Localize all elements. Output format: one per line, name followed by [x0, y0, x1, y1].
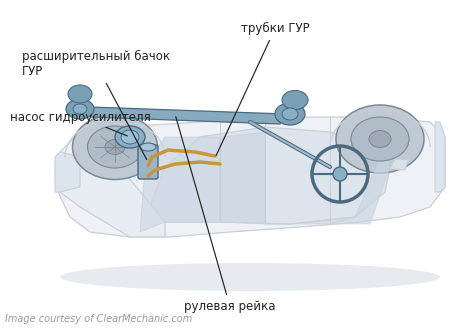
Ellipse shape	[281, 108, 297, 120]
Ellipse shape	[105, 139, 125, 154]
Polygon shape	[60, 167, 165, 237]
Text: рулевая рейка: рулевая рейка	[175, 117, 275, 313]
Ellipse shape	[121, 130, 139, 144]
Polygon shape	[55, 152, 80, 192]
Ellipse shape	[350, 117, 408, 161]
Ellipse shape	[281, 91, 308, 110]
Text: насос гидроусилителя: насос гидроусилителя	[10, 111, 151, 136]
Ellipse shape	[68, 85, 92, 103]
Ellipse shape	[73, 115, 157, 180]
Text: расширительный бачок
ГУР: расширительный бачок ГУР	[22, 50, 170, 160]
Ellipse shape	[335, 105, 423, 173]
Ellipse shape	[73, 104, 87, 114]
Text: Image courtesy of ClearMechanic.com: Image courtesy of ClearMechanic.com	[5, 314, 192, 324]
Ellipse shape	[60, 263, 439, 291]
Polygon shape	[434, 122, 444, 192]
Polygon shape	[264, 217, 354, 224]
Ellipse shape	[274, 103, 304, 125]
Polygon shape	[55, 117, 444, 237]
Ellipse shape	[368, 130, 390, 147]
FancyBboxPatch shape	[138, 145, 157, 179]
Circle shape	[332, 167, 346, 181]
Ellipse shape	[115, 126, 145, 148]
Polygon shape	[389, 159, 407, 170]
Text: трубки ГУР: трубки ГУР	[216, 22, 308, 155]
Polygon shape	[140, 137, 219, 232]
Ellipse shape	[140, 143, 156, 151]
Polygon shape	[219, 132, 264, 224]
Ellipse shape	[87, 126, 142, 168]
Polygon shape	[90, 107, 285, 124]
Polygon shape	[329, 147, 389, 224]
Polygon shape	[130, 127, 389, 237]
Ellipse shape	[66, 99, 94, 119]
